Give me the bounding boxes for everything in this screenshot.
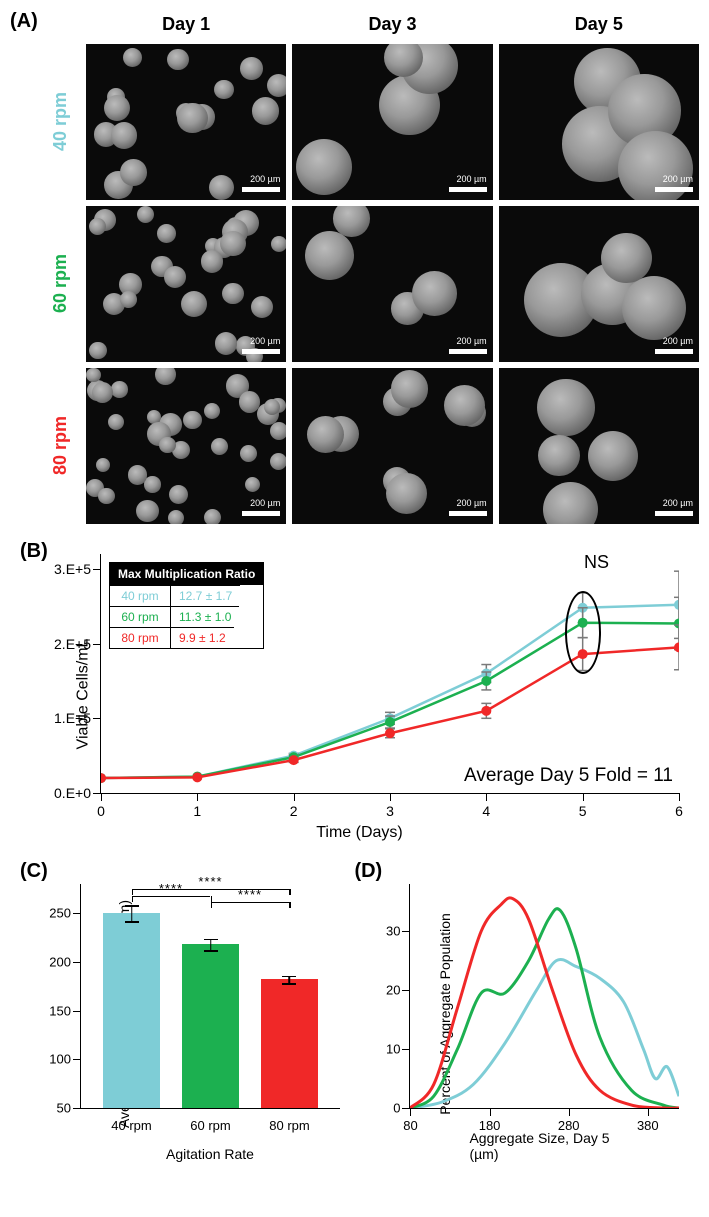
ns-label: NS (584, 552, 609, 573)
panel-c: (C) Average Aggregate Size, Day 5 (µm) 5… (20, 864, 350, 1164)
col-header-day1: Day 1 (86, 14, 286, 35)
y-tick-label: 30 (386, 924, 400, 939)
col-header-day3: Day 3 (292, 14, 492, 35)
scale-label: 200 µm (655, 336, 693, 356)
y-tick-label: 2.E+5 (54, 636, 91, 652)
inset-row: 60 rpm11.3 ± 1.0 (110, 606, 263, 627)
scale-label: 200 µm (655, 174, 693, 194)
fold-text: Average Day 5 Fold = 11 (464, 765, 673, 787)
micrograph-r3c3: 200 µm (499, 368, 699, 524)
panel-b-x-title: Time (Days) (316, 824, 403, 842)
y-tick-label: 0 (393, 1101, 400, 1116)
inset-table: Max Multiplication Ratio 40 rpm12.7 ± 1.… (109, 562, 264, 649)
micrograph-r1c2: 200 µm (292, 44, 492, 200)
scale-label: 200 µm (655, 498, 693, 518)
micrograph-r1c1: 200 µm (86, 44, 286, 200)
y-tick-label: 1.E+5 (54, 710, 91, 726)
x-tick-label: 0 (97, 803, 105, 819)
bar-80 (261, 979, 318, 1108)
row-label-rpm40: 40 rpm (50, 92, 71, 151)
bar-60 (182, 944, 239, 1108)
y-tick-label: 10 (386, 1042, 400, 1057)
ns-ellipse (565, 591, 601, 673)
inset-row: 80 rpm9.9 ± 1.2 (110, 627, 263, 648)
panel-d-x-title: Aggregate Size, Day 5 (µm) (469, 1130, 619, 1162)
y-tick-label: 150 (49, 1003, 71, 1018)
x-tick-label: 6 (675, 803, 683, 819)
panels-cd-row: (C) Average Aggregate Size, Day 5 (µm) 5… (10, 864, 699, 1164)
scale-label: 200 µm (242, 336, 280, 356)
panel-b-chart-area: Max Multiplication Ratio 40 rpm12.7 ± 1.… (100, 554, 679, 794)
scale-label: 200 µm (449, 174, 487, 194)
scale-label: 200 µm (449, 336, 487, 356)
x-bar-label: 40 rpm (111, 1118, 151, 1133)
x-tick-label: 80 (403, 1118, 417, 1133)
row-label-rpm60: 60 rpm (50, 254, 71, 313)
micrograph-r2c2: 200 µm (292, 206, 492, 362)
y-tick-label: 20 (386, 983, 400, 998)
panel-c-label: (C) (20, 860, 48, 883)
panel-d-dist-area: 010203080180280380 (409, 884, 679, 1109)
y-tick-label: 250 (49, 906, 71, 921)
panel-c-x-title: Agitation Rate (166, 1146, 254, 1162)
micrograph-r2c1: 200 µm (86, 206, 286, 362)
inset-header: Max Multiplication Ratio (110, 563, 263, 585)
inset-row: 40 rpm12.7 ± 1.7 (110, 585, 263, 606)
panel-a: (A) Day 1 Day 3 Day 5 40 rpm 200 µm 200 µm… (10, 10, 699, 524)
bar-40 (103, 913, 160, 1108)
row-label-rpm80: 80 rpm (50, 416, 71, 475)
x-bar-label: 80 rpm (269, 1118, 309, 1133)
x-tick-label: 5 (579, 803, 587, 819)
x-tick-label: 380 (637, 1118, 659, 1133)
panel-b-y-title: Viable Cells/mL (74, 639, 92, 750)
panel-b: (B) Viable Cells/mL Time (Days) Max Mult… (20, 544, 699, 844)
panel-c-bar-area: 5010015020025040 rpm60 rpm80 rpm********… (80, 884, 340, 1109)
scale-label: 200 µm (242, 174, 280, 194)
micrograph-r3c1: 200 µm (86, 368, 286, 524)
y-tick-label: 50 (57, 1101, 71, 1116)
y-tick-label: 3.E+5 (54, 561, 91, 577)
x-tick-label: 4 (482, 803, 490, 819)
micrograph-r3c2: 200 µm (292, 368, 492, 524)
y-tick-label: 200 (49, 954, 71, 969)
y-tick-label: 0.E+0 (54, 785, 91, 801)
x-tick-label: 3 (386, 803, 394, 819)
micrograph-r2c3: 200 µm (499, 206, 699, 362)
sig-stars: **** (238, 887, 262, 902)
panel-a-label: (A) (10, 10, 38, 33)
panel-b-label: (B) (20, 540, 48, 563)
micrograph-grid: Day 1 Day 3 Day 5 40 rpm 200 µm 200 µm 200 … (40, 10, 699, 524)
x-tick-label: 2 (290, 803, 298, 819)
micrograph-r1c3: 200 µm (499, 44, 699, 200)
x-tick-label: 1 (193, 803, 201, 819)
x-bar-label: 60 rpm (190, 1118, 230, 1133)
panel-d: (D) Percent of Aggregate Population 0102… (354, 864, 694, 1164)
panel-d-svg (410, 884, 679, 1108)
scale-label: 200 µm (242, 498, 280, 518)
sig-stars: **** (198, 874, 222, 889)
y-tick-label: 100 (49, 1052, 71, 1067)
panel-d-label: (D) (354, 860, 382, 883)
col-header-day5: Day 5 (499, 14, 699, 35)
scale-label: 200 µm (449, 498, 487, 518)
